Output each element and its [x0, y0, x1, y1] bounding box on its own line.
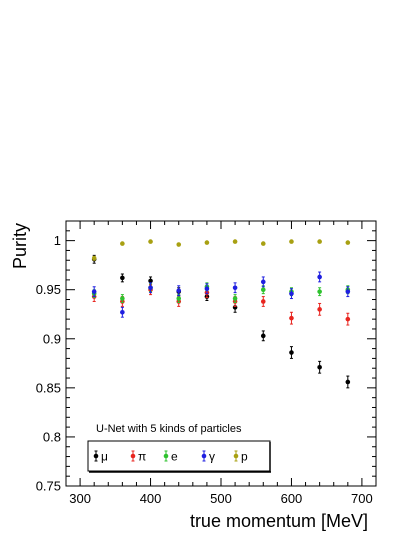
data-point-3 [232, 285, 238, 291]
data-marks [91, 239, 351, 389]
legend-marker [130, 453, 136, 459]
data-point-2 [120, 296, 125, 301]
data-point-4 [345, 240, 351, 245]
x-tick-label: 500 [210, 491, 232, 506]
data-point-2 [317, 289, 322, 294]
data-point-0 [317, 364, 322, 370]
data-point-3 [204, 286, 210, 292]
legend-entry-label: p [241, 450, 248, 464]
data-point-4 [91, 255, 97, 261]
data-point-4 [204, 240, 210, 245]
x-tick-label: 400 [140, 491, 162, 506]
data-point-3 [176, 288, 182, 293]
data-point-4 [289, 239, 294, 244]
data-point-2 [232, 296, 238, 301]
legend-entry-label: π [138, 450, 146, 464]
data-point-4 [260, 241, 266, 246]
data-point-4 [120, 241, 125, 246]
data-point-1 [289, 315, 294, 321]
data-point-3 [148, 285, 153, 291]
x-tick-label: 300 [69, 491, 91, 506]
y-tick-label: 0.8 [43, 429, 61, 444]
data-point-2 [260, 287, 266, 293]
data-point-0 [120, 275, 125, 281]
data-point-4 [317, 239, 322, 244]
legend-entry-label: e [171, 450, 178, 464]
data-point-0 [289, 350, 294, 355]
data-point-2 [176, 296, 182, 301]
legend-title: U-Net with 5 kinds of particles [96, 423, 242, 435]
data-point-1 [260, 299, 266, 304]
legend-marker [93, 453, 99, 459]
data-point-3 [317, 274, 322, 280]
data-point-3 [260, 279, 266, 285]
data-point-1 [317, 307, 322, 312]
y-tick-label: 0.85 [36, 380, 61, 395]
x-axis-title: true momentum [MeV] [190, 511, 368, 531]
data-point-3 [345, 289, 351, 294]
x-axis-ticks: 300 400 500 600 700 [65, 221, 377, 506]
data-point-0 [260, 333, 266, 339]
y-tick-label: 0.9 [43, 331, 61, 346]
y-tick-label: 1 [54, 233, 61, 248]
legend-box [87, 440, 271, 472]
data-point-3 [289, 291, 294, 296]
legend-entry-label: μ [101, 450, 108, 464]
y-tick-label: 0.75 [36, 479, 61, 494]
data-point-0 [148, 278, 153, 284]
data-point-1 [345, 316, 351, 322]
data-point-0 [345, 379, 351, 385]
y-tick-label: 0.95 [36, 282, 61, 297]
legend-marker [233, 453, 239, 459]
data-point-4 [176, 242, 182, 247]
x-tick-label: 700 [351, 491, 373, 506]
legend-marker [163, 453, 169, 459]
y-axis-title: Purity [10, 223, 30, 269]
data-point-3 [120, 309, 125, 315]
x-tick-label: 600 [281, 491, 303, 506]
data-point-4 [232, 239, 238, 244]
data-point-4 [148, 239, 153, 244]
data-point-3 [91, 289, 97, 294]
y-axis-ticks: 0.75 0.8 0.85 0.9 0.95 1 [36, 220, 376, 494]
legend-entry-label: γ [209, 450, 215, 464]
legend-marker [201, 453, 207, 459]
